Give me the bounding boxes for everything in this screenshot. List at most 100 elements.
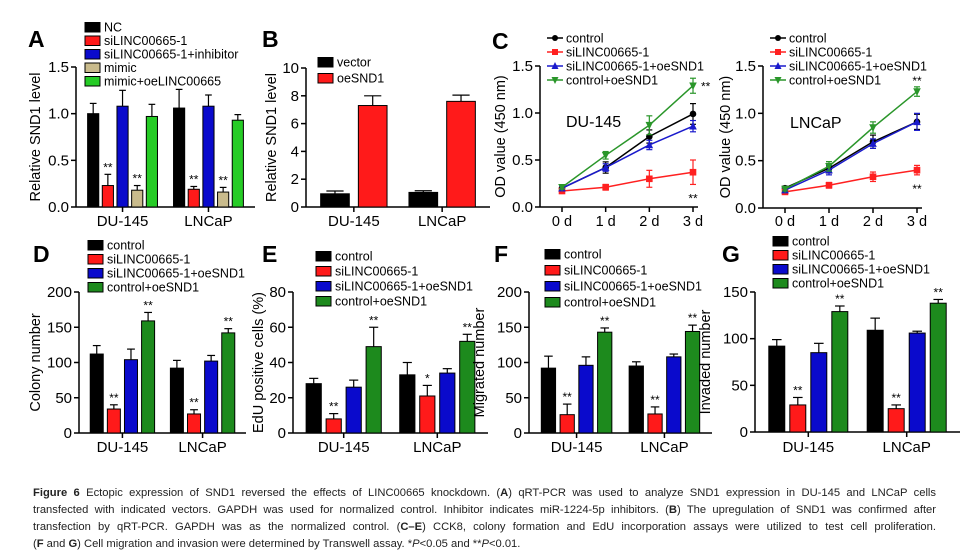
caption-segment: P — [412, 538, 420, 550]
x-tick-label: LNCaP — [413, 439, 461, 456]
series-line — [784, 169, 918, 193]
panel-letter-b: B — [262, 26, 279, 52]
y-tick-label: 60 — [269, 319, 286, 336]
legend-label: control — [792, 235, 830, 249]
bar — [540, 367, 557, 434]
data-point — [602, 183, 609, 191]
bar — [459, 340, 476, 434]
legend-swatch — [317, 57, 334, 68]
y-axis-label: OD value (450 nm) — [493, 75, 509, 198]
data-point — [869, 139, 877, 147]
data-point — [601, 152, 610, 160]
y-tick-label: 1.0 — [512, 105, 533, 122]
legend-label: siLINC00665-1 — [335, 265, 418, 279]
x-tick-label: DU-145 — [782, 439, 834, 456]
y-tick-label: 40 — [269, 355, 286, 372]
data-point — [689, 168, 697, 176]
legend-marker-square-icon — [775, 49, 781, 55]
caption-segment: ( — [33, 538, 37, 550]
significance-label: ** — [688, 311, 698, 325]
legend-marker-triangle-down-icon — [551, 77, 559, 84]
significance-label: ** — [189, 396, 199, 410]
x-tick-label: 3 d — [683, 214, 703, 230]
bar — [439, 372, 456, 434]
bar — [666, 356, 682, 434]
data-point — [645, 140, 654, 149]
x-tick-label: 0 d — [775, 214, 795, 230]
bar — [628, 365, 644, 434]
y-axis-label: Relative SND1 level — [28, 73, 44, 202]
panel-letter-e: E — [262, 241, 278, 267]
caption-line: transfection by qRT-PCR. GAPDH was as th… — [33, 519, 936, 536]
legend-marker-triangle-up-icon — [551, 62, 559, 69]
caption-segment: transfected with indicated vectors. GAPD… — [33, 504, 669, 516]
caption-segment: Figure 6 — [33, 487, 80, 499]
caption-segment: P — [481, 538, 489, 550]
legend-label: siLINC00665-1+oeSND1 — [335, 280, 473, 294]
bar — [89, 353, 104, 434]
legend-swatch — [772, 250, 789, 261]
significance-label: ** — [109, 391, 119, 405]
y-tick-label: 80 — [269, 284, 286, 301]
legend-swatch — [772, 278, 789, 289]
y-tick-label: 1.0 — [735, 105, 756, 122]
data-point — [689, 121, 697, 130]
legend-label: control+oeSND1 — [789, 74, 881, 88]
caption-segment: G — [68, 538, 78, 550]
significance-label: ** — [835, 292, 845, 306]
data-point — [558, 183, 566, 192]
significance-label: ** — [463, 320, 473, 334]
significance-label: ** — [934, 285, 944, 299]
legend-label: control — [335, 250, 373, 264]
legend-label: siLINC00665-1 — [789, 46, 872, 60]
series-line — [784, 90, 918, 190]
bar — [408, 191, 439, 208]
legend-marker-circle-icon — [552, 35, 558, 41]
y-tick-label: 0.5 — [512, 152, 533, 169]
bar — [173, 107, 186, 208]
bar — [145, 115, 158, 208]
bar — [106, 408, 121, 434]
data-point — [689, 82, 697, 91]
data-point — [913, 117, 921, 126]
x-tick-label: LNCaP — [418, 213, 466, 230]
legend-label: control — [564, 248, 602, 262]
significance-label: ** — [218, 173, 228, 187]
significance-label: ** — [143, 298, 153, 312]
significance-label: ** — [912, 182, 922, 196]
significance-label: ** — [369, 313, 379, 327]
data-point — [601, 163, 610, 171]
legend-label: siLINC00665-1 — [107, 253, 190, 267]
x-tick-label: LNCaP — [184, 213, 232, 230]
legend-swatch — [315, 251, 332, 262]
legend-label: control — [107, 239, 145, 253]
x-tick-label: LNCaP — [883, 439, 931, 456]
panel-letter-d: D — [33, 241, 50, 267]
data-point — [869, 124, 877, 132]
legend-label: siLINC00665-1 — [566, 46, 649, 60]
x-tick-label: 1 d — [819, 214, 839, 230]
legend-label: control+oeSND1 — [335, 295, 427, 309]
y-tick-label: 200 — [47, 284, 72, 301]
legend-label: control — [566, 32, 604, 46]
bar — [647, 413, 663, 434]
series-line — [784, 121, 918, 191]
y-tick-label: 0.0 — [735, 200, 756, 217]
y-tick-label: 0 — [291, 199, 299, 216]
bar — [597, 331, 613, 434]
bar — [365, 346, 382, 434]
legend-marker-triangle-down-icon — [774, 77, 782, 84]
bar — [221, 332, 236, 434]
data-point — [913, 88, 921, 96]
legend-swatch — [87, 282, 104, 293]
bar — [419, 395, 436, 434]
caption-segment: ) The upregulation of SND1 was confirmed… — [677, 504, 936, 516]
legend-swatch — [544, 297, 561, 308]
caption-segment: ) CCK8, colony formation and EdU incorpo… — [422, 521, 936, 533]
bar — [908, 332, 926, 433]
data-point — [869, 173, 877, 181]
legend-swatch — [315, 296, 332, 307]
y-axis-label: Migrated number — [472, 308, 488, 418]
y-tick-label: 2 — [291, 171, 299, 188]
x-tick-label: LNCaP — [640, 439, 688, 456]
